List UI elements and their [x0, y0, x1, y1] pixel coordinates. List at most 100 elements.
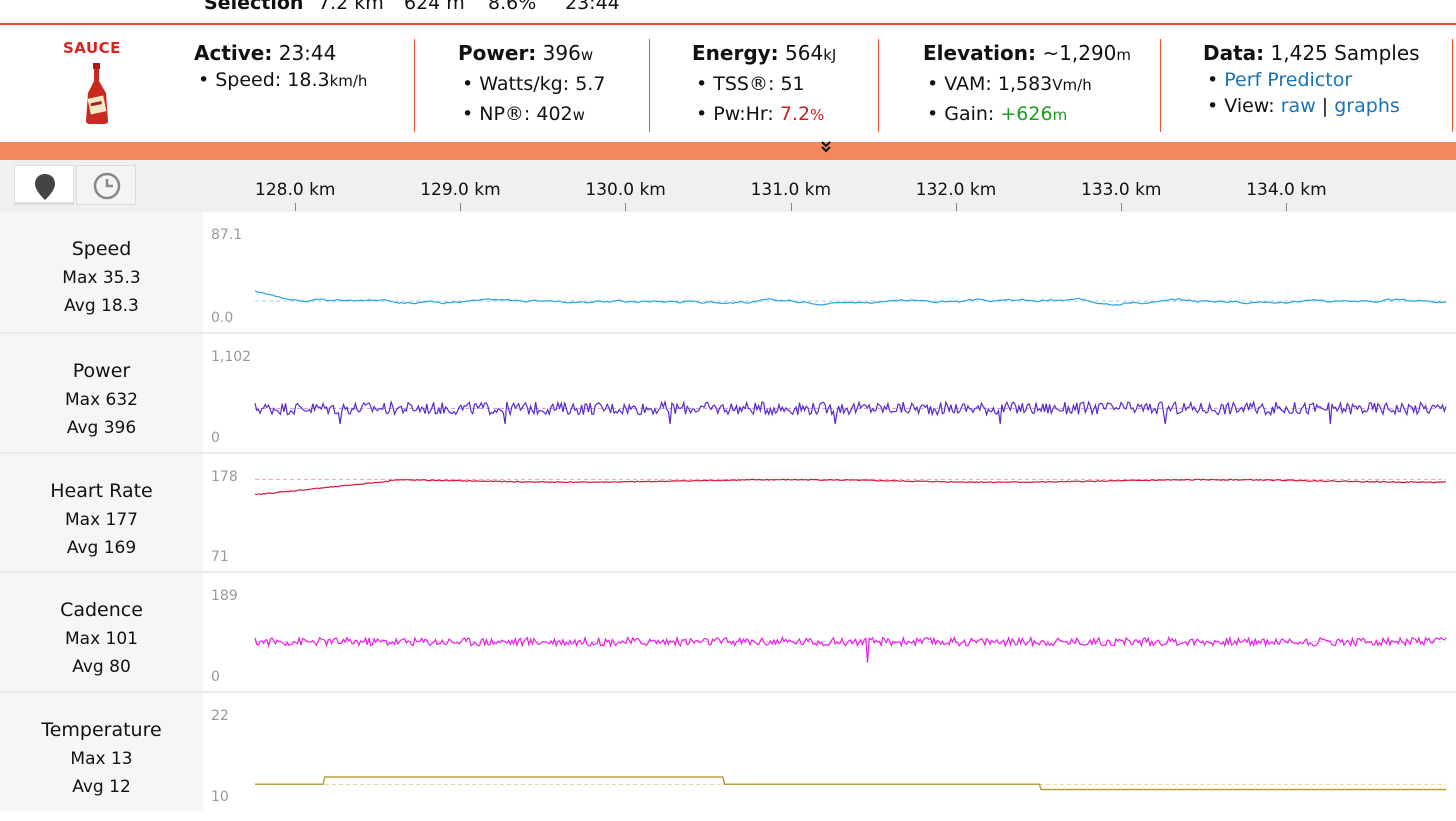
data-stat: Data: 1,425 Samples • Perf Predictor • V…: [1203, 41, 1420, 117]
speed-unit: km/h: [329, 72, 368, 90]
y-axis-max-label: 1,102: [211, 349, 252, 365]
np-label: NP®:: [479, 103, 531, 125]
map-pin-button[interactable]: [14, 165, 74, 205]
stream-label-heart-rate: Heart Rate Max 177 Avg 169: [0, 454, 203, 571]
stream-chart-heart-rate[interactable]: [203, 454, 1456, 571]
x-tick-label: 129.0 km: [420, 180, 501, 200]
speed-value: 18.3: [287, 69, 330, 91]
x-tick-mark: [625, 203, 627, 211]
tss-label: TSS®:: [713, 73, 775, 95]
selection-bar: Selection 7.2 km 624 m 8.6% 23:44: [0, 0, 1456, 25]
np-value: 402: [536, 103, 573, 125]
power-label: Power:: [458, 41, 537, 65]
stat-divider: [649, 39, 650, 132]
np-unit: w: [572, 106, 585, 124]
active-label: Active:: [194, 41, 273, 65]
speed-label: Speed:: [215, 69, 282, 91]
x-tick-mark: [1286, 203, 1288, 211]
perf-predictor-link[interactable]: Perf Predictor: [1224, 69, 1353, 91]
stream-chart-cadence[interactable]: [203, 573, 1456, 691]
stream-max: Max 13: [70, 749, 133, 769]
y-axis-max-label: 22: [211, 708, 229, 724]
stream-name: Cadence: [60, 599, 143, 621]
x-tick-mark: [1121, 203, 1122, 211]
time-axis-button[interactable]: [76, 165, 136, 205]
selection-distance: 7.2 km: [318, 0, 384, 14]
gain-label: Gain:: [944, 103, 995, 125]
stream-avg: Avg 18.3: [64, 296, 139, 316]
graphs-link[interactable]: graphs: [1334, 95, 1400, 117]
sauce-logo: SAUCE: [63, 39, 121, 57]
stream-chart-speed[interactable]: [203, 212, 1456, 332]
raw-link[interactable]: raw: [1280, 95, 1316, 117]
energy-stat: Energy: 564kJ • TSS®: 51 • Pw:Hr: 7.2%: [692, 41, 837, 125]
stream-avg: Avg 12: [72, 777, 131, 797]
stream-max: Max 35.3: [62, 268, 141, 288]
selection-time: 23:44: [565, 0, 620, 14]
x-tick-mark: [460, 203, 462, 211]
stream-avg: Avg 169: [66, 538, 137, 558]
power-unit: w: [580, 46, 594, 64]
stream-avg: Avg 80: [72, 657, 131, 677]
x-tick-mark: [790, 203, 792, 211]
selection-elevation: 624 m: [404, 0, 465, 14]
vam-unit: Vm/h: [1052, 76, 1092, 94]
active-value: 23:44: [278, 41, 337, 65]
x-tick-label: 130.0 km: [585, 180, 666, 200]
vam-label: VAM:: [944, 73, 992, 95]
pwhr-label: Pw:Hr:: [713, 103, 774, 125]
power-stat: Power: 396w • Watts/kg: 5.7 • NP®: 402w: [458, 41, 606, 125]
elevation-unit: m: [1116, 46, 1132, 64]
energy-unit: kJ: [823, 46, 837, 64]
wkg-label: Watts/kg:: [479, 73, 570, 95]
y-axis-min-label: 71: [211, 549, 229, 565]
chevron-double-down-icon[interactable]: [820, 140, 832, 158]
stream-chart-temperature[interactable]: [203, 693, 1456, 811]
x-tick-label: 131.0 km: [750, 180, 832, 200]
stat-divider: [1452, 39, 1453, 132]
row-divider: [0, 452, 1456, 454]
power-value: 396: [542, 41, 581, 65]
stream-label-speed: Speed Max 35.3 Avg 18.3: [0, 212, 203, 332]
data-label: Data:: [1203, 41, 1265, 65]
panel-expander[interactable]: [0, 140, 1456, 160]
elevation-value: ~1,290: [1042, 41, 1117, 65]
elevation-label: Elevation:: [923, 41, 1037, 65]
stream-label-temperature: Temperature Max 13 Avg 12: [0, 693, 203, 811]
row-divider: [0, 691, 1456, 693]
stream-chart-power[interactable]: [203, 334, 1456, 452]
tss-value: 51: [780, 73, 805, 95]
stream-max: Max 177: [65, 510, 138, 530]
distance-axis-bar: 128.0 km 129.0 km 130.0 km 131.0 km 132.0 km…: [0, 160, 1456, 212]
pwhr-value: 7.2: [779, 103, 811, 125]
x-tick-mark: [955, 203, 957, 211]
y-axis-max-label: 189: [211, 588, 238, 604]
gain-value: +626: [1000, 103, 1053, 125]
energy-label: Energy:: [692, 41, 779, 65]
x-tick-label: 132.0 km: [915, 180, 997, 200]
view-separator: |: [1321, 95, 1329, 117]
y-axis-min-label: 0: [211, 669, 220, 685]
elevation-stat: Elevation: ~1,290m • VAM: 1,583Vm/h • Ga…: [923, 41, 1132, 125]
stream-name: Heart Rate: [50, 480, 153, 502]
gain-unit: m: [1052, 106, 1068, 124]
stream-label-cadence: Cadence Max 101 Avg 80: [0, 573, 203, 691]
x-tick-label: 133.0 km: [1081, 180, 1162, 200]
sauce-stats-panel: SAUCE Active: 23:44 • Speed: 18.3km/h Po…: [0, 25, 1456, 142]
y-axis-max-label: 178: [211, 469, 238, 485]
stream-max: Max 632: [65, 390, 138, 410]
map-pin-icon: [35, 174, 55, 200]
y-axis-min-label: 10: [211, 789, 229, 805]
row-divider: [0, 571, 1456, 573]
view-label: View:: [1224, 95, 1275, 117]
stream-name: Power: [72, 360, 131, 382]
row-divider: [0, 332, 1456, 334]
vam-value: 1,583: [997, 73, 1053, 95]
stream-name: Temperature: [41, 719, 162, 741]
y-axis-min-label: 0.0: [211, 310, 234, 326]
x-tick-label: 128.0 km: [255, 180, 336, 200]
y-axis-min-label: 0: [211, 430, 220, 446]
data-value: 1,425 Samples: [1270, 41, 1420, 65]
selection-grade: 8.6%: [488, 0, 537, 14]
stream-max: Max 101: [65, 629, 138, 649]
